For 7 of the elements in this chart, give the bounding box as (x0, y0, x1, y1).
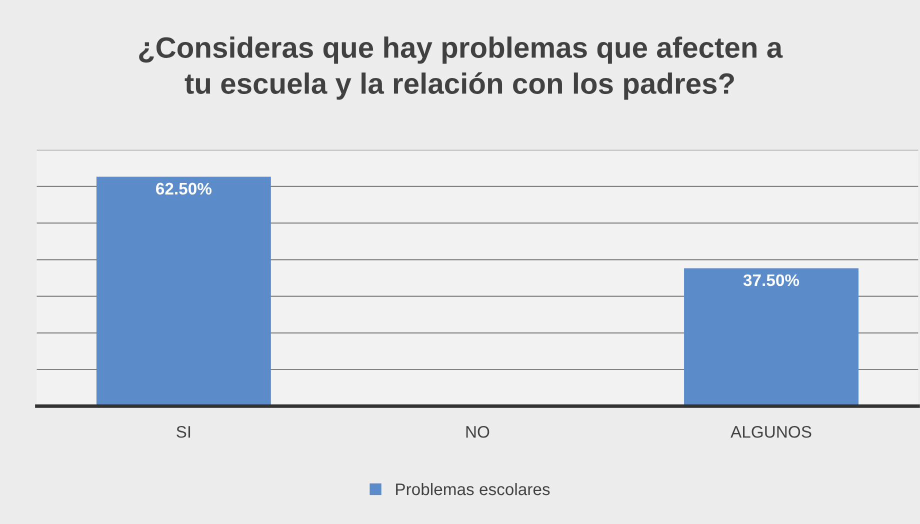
x-tick-label: NO (466, 426, 490, 438)
x-tick-label: SI (176, 426, 190, 438)
legend-label: Problemas escolares (396, 482, 550, 496)
x-tick-label: ALGUNOS (730, 426, 812, 438)
data-label: 37.50% (743, 274, 800, 286)
chart-title: ¿Consideras que hay problemas que afecten a tu escuela y la relación con los padres? (139, 36, 783, 100)
data-label: 62.50% (156, 182, 212, 195)
